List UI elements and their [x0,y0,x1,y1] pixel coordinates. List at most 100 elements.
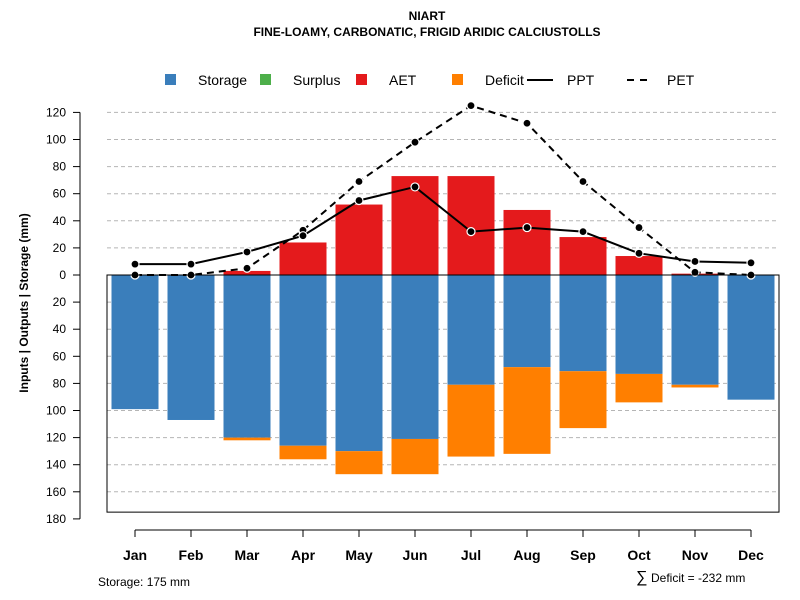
aet-bar [335,204,383,275]
aet-bar [615,256,663,275]
storage-bar [671,275,719,385]
legend-label: PPT [567,72,595,88]
aet-bar [279,242,327,275]
axes-layer: 120 100 80 60 40 20 0 20 40 60 80 100 120 140 160 180 Ja… [46,105,780,563]
pet-line-point [634,222,644,233]
bars-layer [111,176,775,475]
month-label: Jun [403,547,428,563]
y-tick-label: 60 [53,349,67,363]
legend-swatch [452,74,463,85]
sum-symbol: ∑ [636,569,647,586]
deficit-bar [671,384,719,388]
month-label: Sep [570,547,596,563]
storage-bar [559,275,607,372]
month-label: Mar [235,547,260,563]
ppt-line [135,185,752,266]
month-label: May [345,547,372,563]
pet-line-point [354,176,364,187]
y-tick-label: 100 [46,133,66,147]
legend-label: Storage [198,72,247,88]
legend-label: Deficit [485,72,524,88]
storage-bar [279,275,327,446]
deficit-bar [503,367,551,454]
deficit-bar [559,371,607,429]
y-tick-label: 160 [46,485,66,499]
deficit-sum-note: Deficit = -232 mm [651,571,745,585]
deficit-bar [279,445,327,460]
ppt-line-point [466,227,476,237]
legend-swatch [356,74,367,85]
y-tick-label: 100 [46,404,66,418]
y-axis-title: Inputs | Outputs | Storage (mm) [17,213,31,392]
deficit-bar [223,437,271,441]
y-tick-label: 20 [53,295,67,309]
month-label: Dec [738,547,764,563]
ppt-line-point [746,258,756,268]
legend-label: Surplus [293,72,340,88]
pet-line-point [410,137,420,147]
storage-bar [615,275,663,374]
pet-line [135,104,752,276]
y-tick-label: 120 [46,105,66,119]
storage-bar [335,275,383,452]
chart-title: NIART [409,9,446,23]
legend-label: PET [667,72,695,88]
storage-bar [167,275,215,420]
pet-line-point [466,101,476,111]
storage-bar [447,275,495,385]
month-label: Apr [291,547,316,563]
aet-bar [503,209,551,275]
ppt-line-point [354,195,364,206]
y-tick-label: 80 [53,160,67,174]
month-label: Jul [461,547,481,563]
pet-line-point [242,263,252,273]
aet-bar [223,270,271,275]
pet-line-point [522,118,532,128]
ppt-line-point [130,259,140,269]
month-label: Feb [179,547,204,563]
aet-bar [559,237,607,275]
gridlines [107,111,779,493]
legend-swatch [165,74,176,85]
month-label: Oct [627,547,651,563]
ppt-line-point [690,256,700,267]
deficit-bar [447,384,495,457]
aet-bar [447,176,495,275]
storage-bar [111,275,159,410]
aet-bar [391,176,439,275]
ppt-line-point [186,259,196,269]
storage-bar [391,275,439,439]
month-label: Jan [123,547,147,563]
month-label: Nov [682,547,709,563]
ppt-line-point [298,231,308,241]
deficit-bar [335,451,383,475]
legend-label: AET [389,72,417,88]
legend-swatch [260,74,271,85]
y-tick-label: 0 [59,268,66,282]
ppt-line-point [522,222,532,233]
y-tick-label: 80 [53,376,67,390]
y-tick-label: 140 [46,458,66,472]
lines-layer [130,101,756,280]
y-tick-label: 180 [46,512,66,526]
pet-line-point [578,176,588,187]
y-tick-label: 20 [53,241,67,255]
ppt-line-point [634,248,644,258]
deficit-bar [615,373,663,403]
y-tick-label: 40 [53,322,67,336]
ppt-line-point [410,182,420,192]
storage-note: Storage: 175 mm [98,575,190,589]
ppt-line-point [242,247,252,257]
y-tick-label: 40 [53,214,67,228]
y-tick-label: 120 [46,431,66,445]
pet-line-point [690,267,700,277]
chart-subtitle: FINE-LOAMY, CARBONATIC, FRIGID ARIDIC CA… [253,25,600,39]
y-tick-label: 60 [53,187,67,201]
ppt-line-point [578,227,588,237]
legend: Storage Surplus AET Deficit PPT PET [165,72,695,88]
month-label: Aug [513,547,540,563]
deficit-bar [391,438,439,475]
storage-bar [223,275,271,438]
storage-bar [727,275,775,400]
